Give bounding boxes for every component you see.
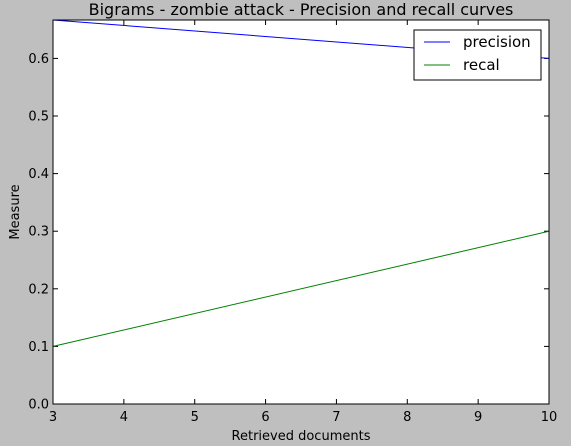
x-tick-label: 10 bbox=[541, 410, 558, 425]
y-tick-label: 0.1 bbox=[28, 340, 49, 355]
x-tick-label: 7 bbox=[332, 410, 340, 425]
y-tick-label: 0.4 bbox=[28, 167, 49, 182]
y-tick-label: 0.0 bbox=[28, 398, 49, 413]
legend-box bbox=[413, 29, 542, 81]
x-axis-ticks: 3 4 5 6 7 8 9 10 bbox=[49, 20, 557, 425]
y-tick-label: 0.3 bbox=[28, 225, 49, 240]
series-line-recal bbox=[52, 230, 550, 347]
x-tick-label: 8 bbox=[403, 410, 411, 425]
y-tick-label: 0.2 bbox=[28, 282, 49, 297]
legend: precision recal bbox=[413, 29, 542, 81]
legend-label-recal: recal bbox=[463, 56, 500, 74]
y-axis-label: Measure bbox=[8, 184, 23, 239]
legend-label-precision: precision bbox=[463, 33, 531, 51]
x-tick-label: 4 bbox=[120, 410, 128, 425]
plot-area bbox=[53, 20, 549, 404]
x-tick-label: 3 bbox=[49, 410, 57, 425]
x-tick-label: 9 bbox=[474, 410, 482, 425]
x-axis-label: Retrieved documents bbox=[232, 429, 371, 444]
y-tick-label: 0.6 bbox=[28, 52, 49, 67]
chart-title: Bigrams - zombie attack - Precision and … bbox=[89, 0, 514, 19]
y-axis-ticks: 0.0 0.1 0.2 0.3 0.4 0.5 0.6 bbox=[28, 52, 549, 413]
y-tick-label: 0.5 bbox=[28, 110, 49, 125]
x-tick-label: 6 bbox=[261, 410, 269, 425]
plot-frame bbox=[52, 19, 550, 405]
x-tick-label: 5 bbox=[191, 410, 199, 425]
